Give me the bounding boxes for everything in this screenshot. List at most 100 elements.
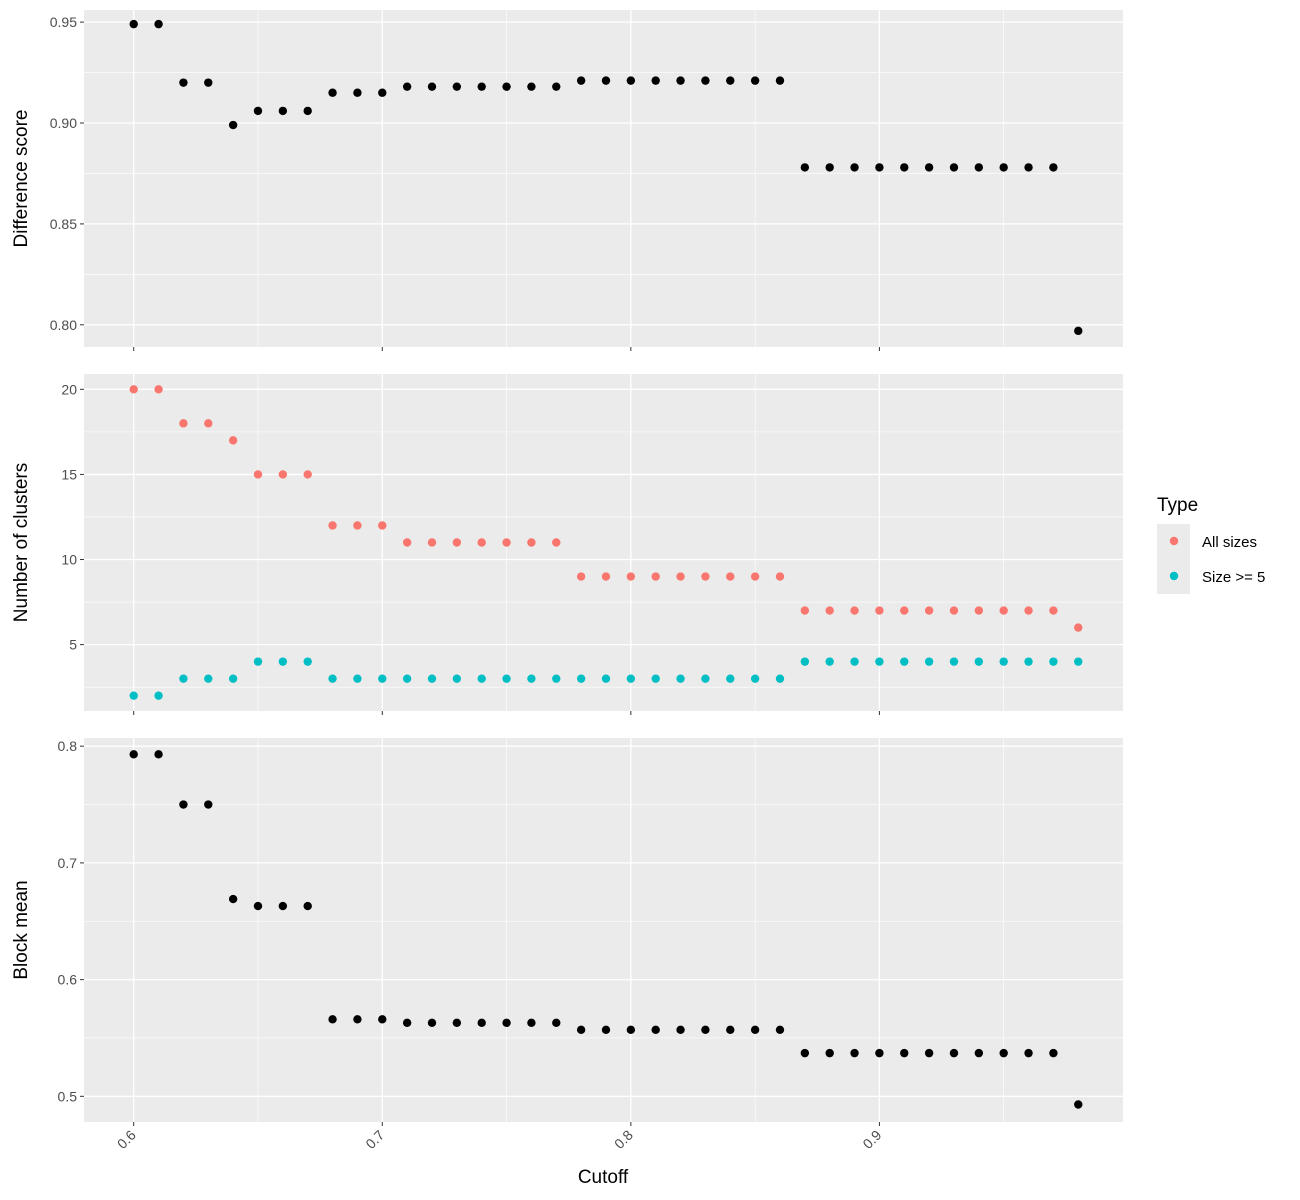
data-point: [328, 521, 337, 530]
series-1-1: [129, 19, 1083, 336]
data-point: [775, 572, 785, 581]
data-point: [924, 606, 934, 615]
data-point: [924, 1048, 934, 1058]
data-point: [924, 163, 934, 172]
data-point: [775, 1025, 785, 1034]
data-point: [1074, 657, 1083, 666]
y-tick-label: 0.90: [50, 115, 77, 131]
data-point: [726, 572, 735, 581]
data-point: [477, 82, 486, 91]
data-point: [924, 657, 934, 666]
data-point: [353, 88, 362, 97]
data-point: [427, 538, 437, 547]
data-point: [303, 470, 312, 479]
data-point: [527, 538, 536, 547]
y-tick-label: 20: [61, 381, 77, 397]
data-point: [1049, 163, 1058, 172]
data-point: [353, 521, 362, 530]
data-point: [477, 538, 486, 547]
y-tick-label: 0.5: [58, 1088, 78, 1104]
data-point: [676, 572, 685, 581]
data-point: [701, 572, 710, 581]
data-point: [179, 800, 188, 809]
data-point: [179, 419, 188, 428]
data-point: [502, 538, 511, 547]
data-point: [1074, 1100, 1083, 1109]
legend-title: Type: [1157, 495, 1198, 516]
panel-background: [84, 738, 1123, 1122]
y-tick-label: 0.8: [58, 738, 78, 754]
data-point: [427, 82, 437, 91]
data-point: [502, 674, 511, 683]
data-point: [875, 1048, 884, 1058]
data-point: [875, 163, 884, 172]
y-tick-label: 10: [61, 552, 77, 568]
data-point: [651, 1025, 660, 1034]
data-point: [204, 800, 213, 809]
data-point: [1049, 606, 1058, 615]
data-point: [825, 163, 834, 172]
legend-label-size-ge-5: Size >= 5: [1202, 569, 1265, 586]
y-tick-label: 0.95: [50, 14, 77, 30]
data-point: [999, 1048, 1008, 1058]
data-point: [850, 1048, 859, 1058]
data-point: [303, 901, 312, 911]
data-point: [1024, 657, 1033, 666]
data-point: [750, 76, 760, 85]
panel-background: [84, 10, 1123, 347]
data-point: [800, 606, 810, 615]
data-point: [701, 674, 710, 683]
data-point: [378, 521, 387, 530]
data-point: [129, 385, 138, 394]
data-point: [228, 436, 238, 445]
data-point: [1049, 657, 1058, 666]
data-point: [179, 674, 188, 683]
data-point: [601, 572, 611, 581]
data-point: [825, 606, 834, 615]
data-point: [949, 606, 959, 615]
data-point: [278, 470, 288, 479]
data-point: [576, 572, 586, 581]
data-point: [676, 1025, 685, 1034]
y-axis-title: Block mean: [11, 880, 32, 979]
data-point: [726, 1025, 735, 1034]
data-point: [378, 88, 387, 97]
data-point: [228, 674, 238, 683]
data-point: [328, 674, 337, 683]
y-tick-label: 15: [61, 466, 77, 482]
data-point: [353, 674, 362, 683]
data-point: [527, 82, 536, 91]
data-point: [452, 1018, 462, 1027]
data-point: [900, 606, 909, 615]
legend: Type All sizes Size >= 5: [1157, 495, 1265, 594]
data-point: [576, 1025, 586, 1034]
x-tick-labels: 0.6 0.7 0.8 0.9: [114, 1127, 885, 1152]
data-point: [900, 163, 909, 172]
data-point: [601, 674, 611, 683]
data-point: [427, 1018, 437, 1027]
data-point: [402, 674, 412, 683]
data-point: [576, 674, 586, 683]
data-point: [651, 76, 660, 85]
data-point: [651, 572, 660, 581]
series-size-5: [129, 657, 1083, 700]
y-tick-label: 0.6: [58, 972, 78, 988]
data-point: [527, 1018, 536, 1027]
data-point: [204, 78, 213, 87]
data-point: [999, 606, 1008, 615]
data-point: [154, 385, 163, 394]
data-point: [278, 901, 288, 911]
data-point: [726, 76, 735, 85]
data-point: [353, 1015, 362, 1024]
data-point: [129, 750, 138, 759]
data-point: [750, 674, 760, 683]
panel-1: 0.80 0.85 0.90 0.95 Difference score: [11, 10, 1123, 351]
x-tick-label: 0.9: [859, 1127, 884, 1152]
data-point: [278, 106, 288, 116]
data-point: [278, 657, 288, 666]
data-point: [402, 538, 412, 547]
panel-3: 0.5 0.6 0.7 0.8 Block mean: [11, 738, 1123, 1126]
data-point: [154, 19, 163, 29]
data-point: [129, 691, 138, 700]
